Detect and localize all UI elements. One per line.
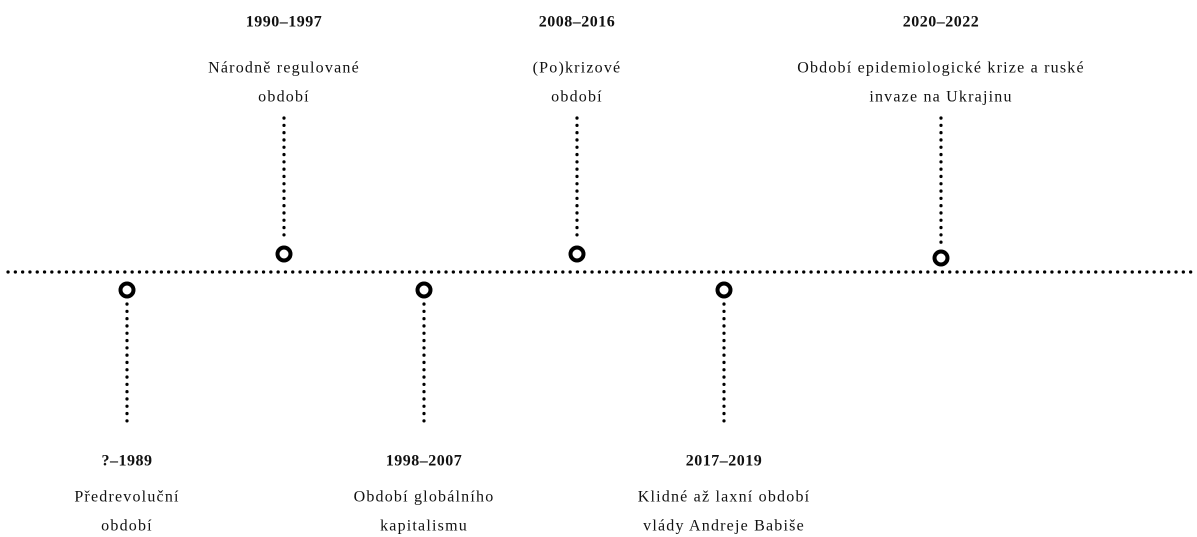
timeline-node <box>415 281 433 299</box>
timeline-node <box>275 245 293 263</box>
period-years: ?–1989 <box>102 453 153 470</box>
period-label: období <box>258 89 310 106</box>
period-label: Období epidemiologické krize a ruské <box>797 60 1085 77</box>
period-label: období <box>551 89 603 106</box>
period-years: 2017–2019 <box>686 453 763 470</box>
timeline-node <box>568 245 586 263</box>
period-label: invaze na Ukrajinu <box>869 89 1012 106</box>
period-label: období <box>101 518 153 535</box>
timeline-node <box>932 249 950 267</box>
timeline-node <box>118 281 136 299</box>
period-label: Předrevoluční <box>74 489 179 506</box>
period-label: Období globálního <box>354 489 495 506</box>
period-years: 1990–1997 <box>246 14 323 31</box>
period-label: Klidné až laxní období <box>638 489 811 506</box>
period-label: kapitalismu <box>380 518 468 535</box>
timeline-node <box>715 281 733 299</box>
period-years: 2008–2016 <box>539 14 616 31</box>
period-label: Národně regulované <box>208 60 360 77</box>
period-years: 2020–2022 <box>903 14 980 31</box>
period-years: 1998–2007 <box>386 453 463 470</box>
period-label: vlády Andreje Babiše <box>643 518 805 535</box>
period-label: (Po)krizové <box>533 60 622 77</box>
